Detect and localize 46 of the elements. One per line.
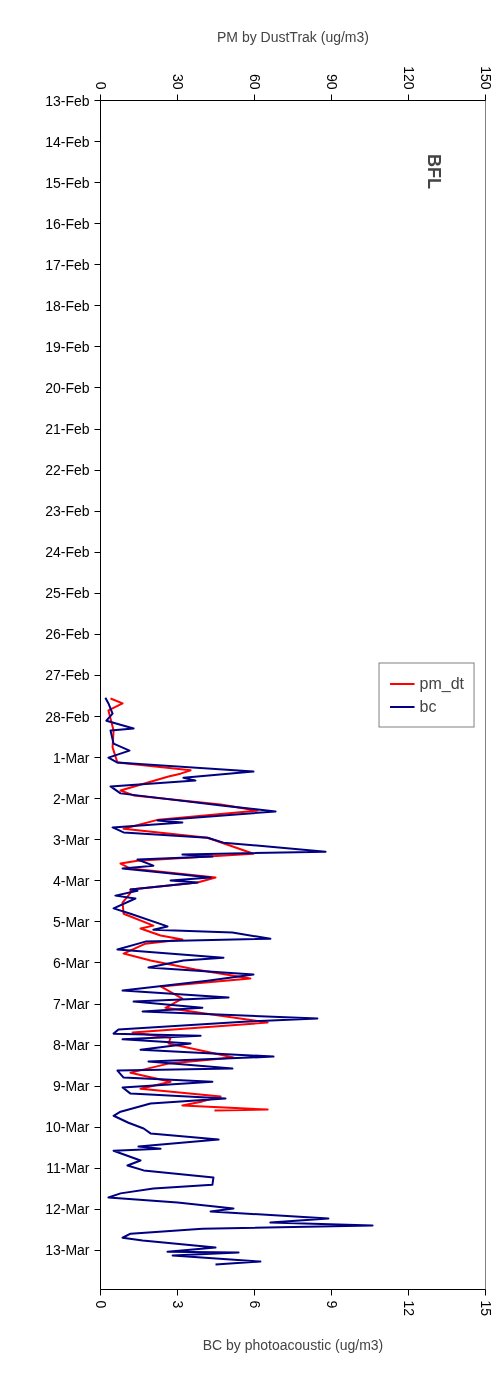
y-tick-label: 7-Mar [52,996,90,1013]
y-tick-label: 13-Mar [45,1242,90,1259]
y-tick-label: 21-Feb [45,421,90,438]
x2-tick-label: 60 [246,73,263,90]
y-tick-label: 2-Mar [52,790,90,807]
y-tick-label: 25-Feb [45,585,90,602]
x-tick-label: 0 [92,1300,109,1309]
y-tick-label: 13-Feb [45,92,90,109]
y-tick-label: 24-Feb [45,544,90,561]
y-tick-label: 1-Mar [52,749,90,766]
y-tick-label: 20-Feb [45,380,90,396]
y-tick-label: 5-Mar [52,913,90,930]
legend-label: bc [419,697,438,715]
legend-label: pm_dt [419,674,464,692]
x2-tick-label: 30 [169,73,186,90]
y-tick-label: 17-Feb [45,256,90,273]
text: BFL [423,154,444,190]
x-tick-label: 9 [323,1300,340,1309]
y-tick-label: 8-Mar [52,1037,90,1054]
x2-axis-title: PM by DustTrak (ug/m3) [217,29,369,46]
x-tick-label: 12 [400,1300,417,1317]
y-tick-label: 3-Mar [52,831,90,848]
x2-tick-label: 0 [92,81,109,90]
x2-tick-label: 120 [400,66,417,90]
x-tick-label: 6 [246,1300,263,1309]
y-tick-label: 19-Feb [45,338,90,355]
y-tick-label: 23-Feb [45,503,90,520]
y-tick-label: 22-Feb [45,462,90,479]
y-tick-label: 11-Mar [46,1160,90,1177]
y-tick-label: 28-Feb [45,708,90,725]
y-tick-label: 12-Mar [45,1201,90,1218]
y-tick-label: 10-Mar [45,1119,90,1136]
y-tick-label: 6-Mar [52,954,90,971]
y-tick-label: 18-Feb [45,297,90,314]
y-tick-label: 16-Feb [45,215,90,232]
y-tick-label: 15-Feb [45,174,90,191]
y-tick-label: 14-Feb [45,133,90,150]
x-tick-label: 3 [169,1300,186,1309]
y-tick-label: 26-Feb [45,626,90,643]
x2-tick-label: 90 [323,73,340,90]
y-tick-label: 9-Mar [52,1078,90,1095]
x2-tick-label: 150 [477,66,494,90]
x-axis-title: BC by photoacoustic (ug/m3) [202,1337,384,1354]
y-tick-label: 4-Mar [52,872,90,889]
x-tick-label: 15 [477,1300,494,1317]
y-tick-label: 27-Feb [45,667,90,684]
